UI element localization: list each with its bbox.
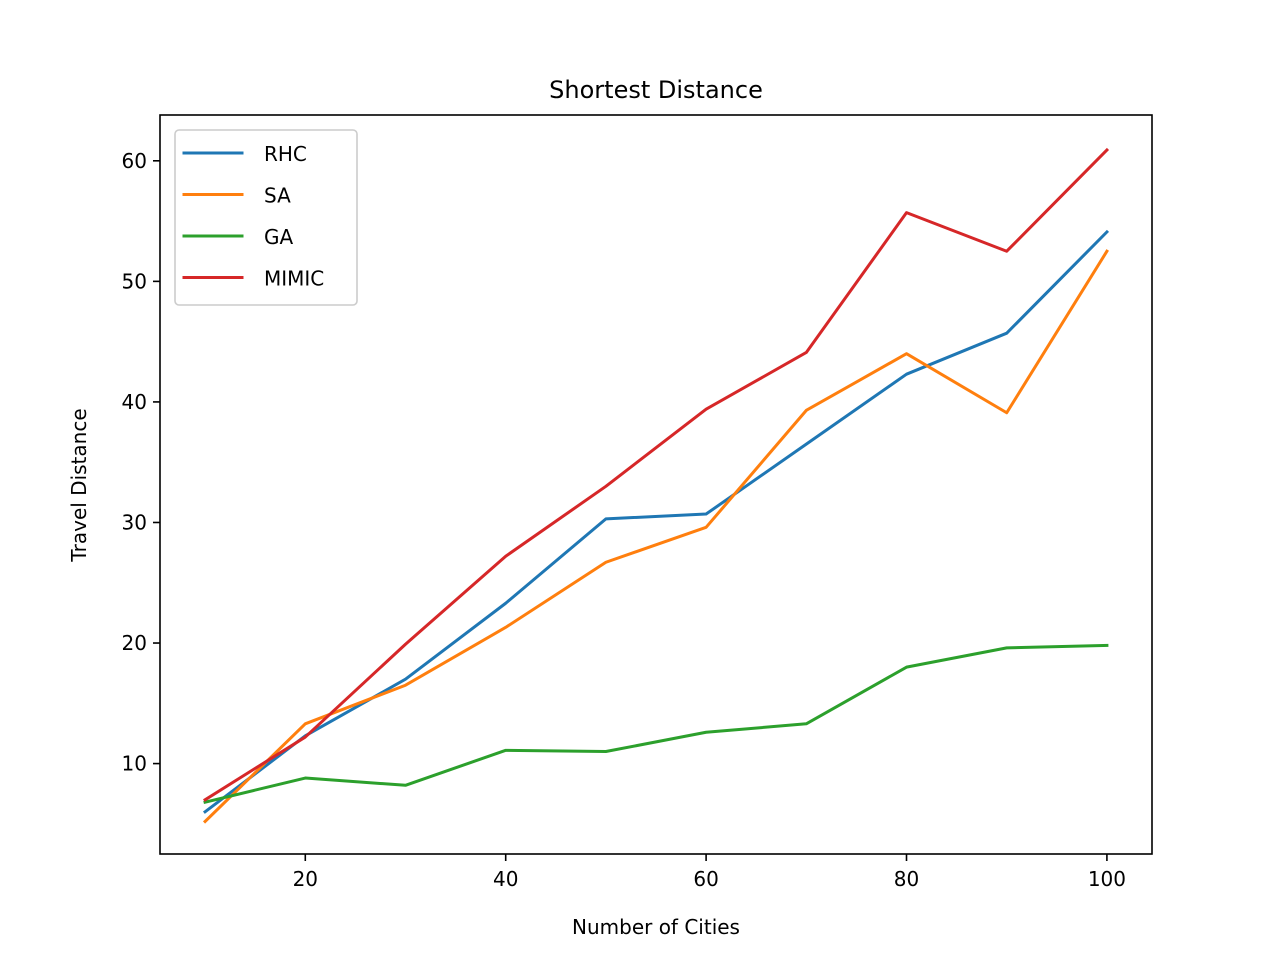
x-tick-label: 100 — [1088, 867, 1126, 891]
x-tick-label: 60 — [693, 867, 718, 891]
series-line-sa — [202, 249, 1109, 824]
axes-frame — [159, 114, 1153, 855]
y-tick-label: 20 — [122, 631, 147, 655]
legend-label-ga: GA — [264, 225, 293, 249]
y-tick-label: 50 — [122, 269, 147, 293]
y-axis-label: Travel Distance — [67, 408, 91, 562]
series-line-rhc — [202, 229, 1110, 814]
legend: RHC SA GA MIMIC — [174, 129, 358, 306]
chart-title: Shortest Distance — [549, 76, 763, 104]
y-axis-ticks: 10 20 30 40 50 60 — [122, 149, 160, 776]
legend-label-sa: SA — [264, 184, 291, 208]
x-tick-label: 20 — [293, 867, 318, 891]
x-tick-label: 80 — [894, 867, 919, 891]
legend-label-rhc: RHC — [264, 142, 307, 166]
legend-box — [174, 129, 358, 306]
series-line-ga — [203, 643, 1109, 804]
x-axis-label: Number of Cities — [572, 915, 740, 939]
y-tick-label: 40 — [122, 390, 147, 414]
y-tick-label: 10 — [122, 752, 147, 776]
series-line-mimic — [203, 147, 1110, 802]
y-tick-label: 60 — [122, 149, 147, 173]
legend-label-mimic: MIMIC — [264, 267, 324, 291]
x-axis-ticks: 20 40 60 80 100 — [293, 854, 1126, 891]
y-tick-label: 30 — [122, 510, 147, 534]
x-tick-label: 40 — [493, 867, 518, 891]
series-lines — [202, 147, 1110, 824]
